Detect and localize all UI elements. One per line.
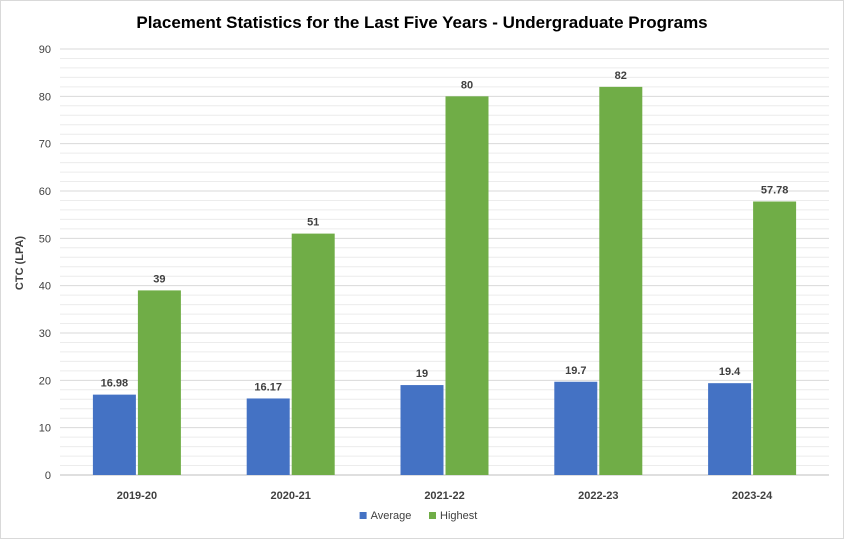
x-tick-label: 2023-24 — [732, 490, 773, 502]
legend: Average Highest — [359, 510, 477, 522]
data-label: 82 — [615, 70, 627, 82]
y-tick-label: 20 — [39, 375, 51, 387]
x-tick-label: 2020-21 — [271, 490, 311, 502]
bar-highest-2020-21 — [291, 233, 335, 475]
legend-swatch-average — [359, 512, 367, 519]
bar-average-2020-21 — [246, 398, 290, 475]
bars: 16.98 39 16.17 51 19 80 19.7 82 19.4 57.78 — [92, 70, 797, 475]
chart-title: Placement Statistics for the Last Five Y… — [136, 13, 707, 32]
y-tick-label: 40 — [39, 281, 51, 293]
y-tick-label: 60 — [39, 186, 51, 198]
data-label: 57.78 — [761, 185, 789, 197]
legend-label-highest: Highest — [440, 510, 477, 522]
data-label: 19.4 — [719, 366, 741, 378]
y-tick-label: 10 — [39, 423, 51, 435]
y-tick-label: 0 — [45, 470, 51, 482]
x-tick-label: 2021-22 — [424, 490, 464, 502]
bar-highest-2022-23 — [599, 86, 643, 475]
data-label: 80 — [461, 79, 473, 91]
bar-highest-2019-20 — [137, 290, 181, 475]
legend-label-average: Average — [371, 510, 412, 522]
data-label: 19.7 — [565, 365, 586, 377]
x-tick-label: 2022-23 — [578, 490, 618, 502]
x-tick-label: 2019-20 — [117, 490, 157, 502]
gridlines — [60, 48, 829, 476]
bar-average-2019-20 — [92, 394, 136, 475]
bar-average-2021-22 — [400, 385, 444, 475]
x-axis-ticks: 2019-20 2020-21 2021-22 2022-23 2023-24 — [117, 490, 773, 502]
legend-swatch-highest — [429, 512, 436, 519]
y-tick-label: 90 — [39, 44, 51, 56]
y-axis-ticks: 0 10 20 30 40 50 60 70 80 90 — [39, 44, 51, 482]
y-tick-label: 80 — [39, 91, 51, 103]
bar-average-2023-24 — [708, 383, 752, 475]
bar-highest-2023-24 — [753, 201, 797, 475]
y-tick-label: 30 — [39, 328, 51, 340]
bar-average-2022-23 — [554, 381, 598, 475]
data-label: 16.17 — [254, 381, 282, 393]
bar-highest-2021-22 — [445, 96, 489, 475]
data-label: 16.98 — [101, 378, 129, 390]
y-axis-label: CTC (LPA) — [14, 236, 26, 291]
data-label: 39 — [153, 273, 165, 285]
data-label: 51 — [307, 217, 319, 229]
data-label: 19 — [416, 368, 428, 380]
y-tick-label: 70 — [39, 139, 51, 151]
y-tick-label: 50 — [39, 233, 51, 245]
